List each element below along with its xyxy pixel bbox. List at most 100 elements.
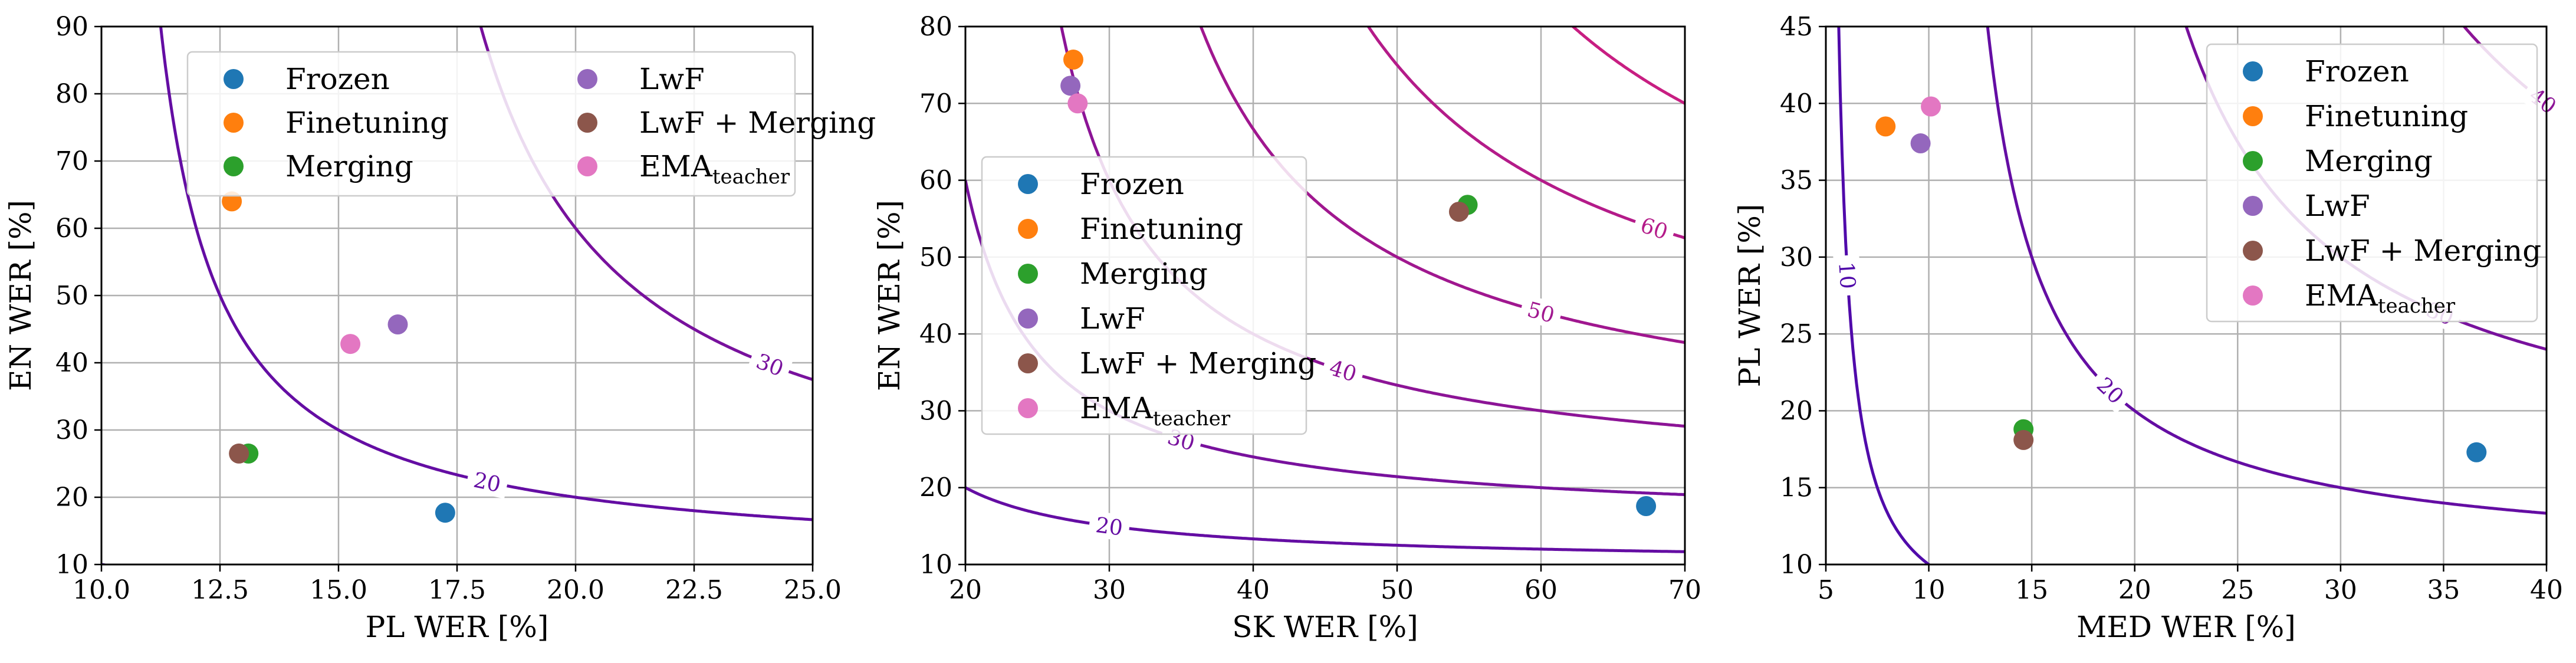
data-point-lwf <box>387 314 408 335</box>
y-tick-label: 10 <box>1780 550 1813 580</box>
legend: Frozen Finetuning Merging LwF LwF + Merging E… <box>2206 43 2541 323</box>
x-tick-label: 5 <box>1818 575 1834 605</box>
y-tick-label: 30 <box>1780 242 1813 273</box>
y-tick-label: 40 <box>55 348 88 378</box>
x-tick-label: 17.5 <box>428 575 486 605</box>
contour-line-20 <box>1986 27 2547 515</box>
y-tick-label: 80 <box>919 12 952 42</box>
legend-entry: Finetuning <box>285 106 449 140</box>
legend-marker <box>1018 353 1038 373</box>
legend-entry: Merging <box>285 149 413 183</box>
legend: Frozen Finetuning Merging LwF LwF + Merging E… <box>186 51 876 197</box>
data-point-lwf <box>1910 133 1931 154</box>
data-point-frozen <box>1636 495 1657 516</box>
axes-frame <box>1825 25 2548 566</box>
x-tick-label: 25 <box>2221 575 2254 605</box>
contour-line-60 <box>1366 27 1685 239</box>
y-tick-label: 50 <box>55 281 88 311</box>
legend-entry: Merging <box>1080 257 1208 291</box>
contour-label-20: 20 <box>471 468 502 498</box>
y-axis-label: EN WER [%] <box>4 200 38 391</box>
y-tick-label: 90 <box>55 12 88 42</box>
y-tick-label: 40 <box>1780 88 1813 119</box>
legend-marker <box>577 156 597 176</box>
data-point-frozen <box>2466 442 2487 462</box>
legend-entry: Merging <box>2305 144 2433 178</box>
data-point-ema-teacher <box>1921 96 1941 117</box>
y-tick-label: 20 <box>919 473 952 503</box>
legend-marker <box>1018 264 1038 284</box>
legend-marker <box>1018 219 1038 239</box>
legend-entry: LwF <box>639 62 705 96</box>
y-tick-label: 70 <box>55 146 88 176</box>
x-tick-label: 12.5 <box>191 575 249 605</box>
contour-label-10: 10 <box>1834 261 1859 290</box>
data-point-lwf-merging <box>229 443 249 464</box>
y-tick-label: 20 <box>1780 396 1813 426</box>
contour-label-bg <box>2087 367 2134 414</box>
legend-frame <box>186 51 796 197</box>
legend-marker <box>2243 61 2263 81</box>
y-tick-label: 60 <box>55 214 88 244</box>
contour-line-70 <box>1570 27 1685 105</box>
x-tick-label: 30 <box>1093 575 1126 605</box>
contour-line-50 <box>1199 27 1685 344</box>
y-tick-label: 15 <box>1780 473 1813 503</box>
x-tick-label: 15 <box>2015 575 2048 605</box>
contour-label-bg <box>1087 510 1131 542</box>
legend-frame <box>2206 43 2538 323</box>
data-point-finetuning <box>1063 50 1083 70</box>
axes-frame <box>100 25 814 566</box>
legend-entry: Frozen <box>285 62 390 96</box>
x-axis-label: PL WER [%] <box>366 610 549 644</box>
x-tick-label: 70 <box>1668 575 1701 605</box>
x-tick-label: 40 <box>1237 575 1270 605</box>
x-tick-label: 22.5 <box>665 575 723 605</box>
chart-panel-3: 510152025303540101520253035404510203040M… <box>1733 12 2567 644</box>
data-point-ema-teacher <box>1067 93 1088 114</box>
legend-entry: Finetuning <box>1080 212 1243 246</box>
contour-label-bg <box>1518 294 1564 330</box>
legend-marker <box>224 69 244 89</box>
chart-panel-1: 10.0 12.5 15.0 17.5 20.0 22.5 25.0 10 20 30 40 50 60… <box>4 12 876 644</box>
x-tick-label: 20 <box>2118 575 2151 605</box>
legend-marker <box>577 113 597 133</box>
x-tick-label: 20 <box>949 575 982 605</box>
legend-entry: LwF + Merging <box>2305 234 2541 268</box>
legend-frame <box>981 156 1307 435</box>
data-point-finetuning <box>1875 116 1896 137</box>
legend-marker <box>224 156 244 176</box>
data-point-frozen <box>435 503 455 523</box>
y-tick-label: 70 <box>919 88 952 119</box>
legend-marker <box>2243 151 2263 171</box>
contour-label-bg <box>465 465 510 499</box>
x-axis-label: SK WER [%] <box>1232 610 1418 644</box>
contour-label-20: 20 <box>1094 513 1124 541</box>
contour-label-bg <box>1833 254 1862 297</box>
legend-entry: EMAteacher <box>1080 391 1231 431</box>
x-tick-label: 30 <box>2324 575 2357 605</box>
legend-entry: Finetuning <box>2305 99 2468 133</box>
y-tick-label: 25 <box>1780 319 1813 349</box>
x-tick-label: 20.0 <box>547 575 604 605</box>
legend-marker <box>1018 308 1038 329</box>
legend-entry: LwF + Merging <box>1080 346 1316 380</box>
axes-frame <box>964 25 1686 566</box>
x-tick-label: 40 <box>2530 575 2563 605</box>
legend: Frozen Finetuning Merging LwF LwF + Merging E… <box>981 156 1316 435</box>
legend-entry: EMAteacher <box>639 149 790 189</box>
x-tick-label: 60 <box>1524 575 1558 605</box>
y-tick-label: 30 <box>919 396 952 426</box>
legend-marker <box>577 69 597 89</box>
legend-entry: Frozen <box>2305 54 2409 88</box>
contour-label-bg <box>747 345 794 384</box>
x-tick-label: 25.0 <box>784 575 842 605</box>
y-tick-label: 40 <box>919 319 952 349</box>
legend-entry: EMAteacher <box>2305 278 2456 318</box>
data-point-lwf <box>1060 76 1081 96</box>
contour-label-bg <box>1631 209 1678 247</box>
contour-line-20 <box>965 486 1685 553</box>
data-point-lwf-merging <box>2013 429 2034 450</box>
y-axis-label: EN WER [%] <box>872 200 906 391</box>
legend-marker <box>1018 398 1038 418</box>
